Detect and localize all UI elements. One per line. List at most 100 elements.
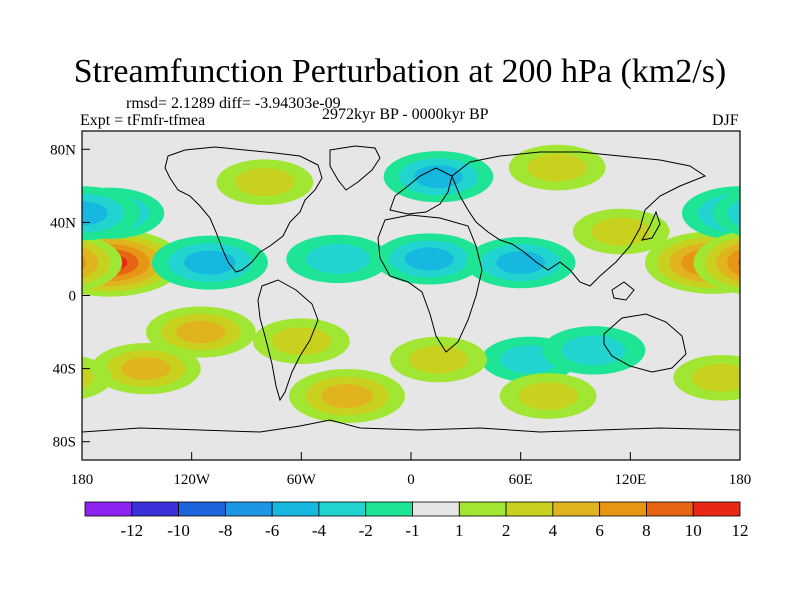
colorbar-swatch <box>365 501 413 517</box>
coast-south-america <box>257 279 319 402</box>
period-label: 2972kyr BP - 0000kyr BP <box>322 106 489 123</box>
colorbar-label: -6 <box>265 521 279 540</box>
colorbar: -12 -10 -8 -6 -4 -2 -1 1 2 4 6 8 10 12 <box>84 501 749 540</box>
colorbar-swatch <box>131 501 179 517</box>
colorbar-label: -8 <box>218 521 232 540</box>
y-tick-label: 0 <box>69 289 77 305</box>
anomaly-contour <box>121 357 171 381</box>
anomaly-cell <box>374 233 485 285</box>
colorbar-label: 1 <box>455 521 464 540</box>
coast-greenland <box>329 145 381 191</box>
anomaly-contour <box>743 202 792 225</box>
anomaly-cell <box>572 208 670 255</box>
colorbar-label: -10 <box>167 521 190 540</box>
anomaly-contour <box>82 247 99 279</box>
anomaly-contour <box>727 249 740 277</box>
coast-antarctica <box>82 419 740 433</box>
anomaly-contour <box>321 384 373 409</box>
colorbar-swatch <box>646 501 694 517</box>
colorbar-swatch <box>505 501 554 517</box>
x-tick-label: 180 <box>729 472 752 488</box>
anomaly-contour <box>750 254 786 270</box>
coast-australia <box>603 313 687 373</box>
colorbar-swatch <box>271 501 320 517</box>
anomaly-contour <box>738 257 740 268</box>
anomaly-contour <box>691 363 740 392</box>
x-tick-label: 0 <box>407 472 415 488</box>
colorbar-label: -2 <box>359 521 373 540</box>
anomaly-contour <box>82 201 108 226</box>
coast-africa <box>377 214 483 353</box>
colorbar-label: 10 <box>685 521 702 540</box>
anomaly-cell <box>673 354 740 401</box>
x-tick-label: 180 <box>71 472 94 488</box>
y-tick-label: 40N <box>50 215 76 231</box>
anomaly-cell <box>289 369 406 424</box>
experiment-label: Expt = tFmfr-tfmea <box>80 112 206 129</box>
colorbar-label: 12 <box>732 521 749 540</box>
anomaly-contour <box>408 345 469 374</box>
anomaly-cell <box>146 306 256 358</box>
colorbar-swatch <box>692 501 741 517</box>
anomaly-contour <box>518 382 578 411</box>
colorbar-swatch <box>599 501 647 517</box>
anomaly-contour <box>496 251 546 274</box>
anomaly-contour <box>712 191 740 236</box>
colorbar-swatch <box>552 501 601 517</box>
colorbar-swatch <box>412 501 460 517</box>
anomaly-cell <box>508 144 606 191</box>
anomaly-cell <box>151 235 268 290</box>
colorbar-label: 4 <box>549 521 558 540</box>
anomaly-contour <box>184 250 236 275</box>
colorbar-label: 2 <box>502 521 511 540</box>
coast-asia <box>451 151 707 287</box>
colorbar-swatch <box>318 501 367 517</box>
colorbar-swatch <box>458 501 507 517</box>
anomaly-contour <box>591 217 651 246</box>
colorbar-label: -1 <box>405 521 419 540</box>
anomaly-contour <box>82 356 113 399</box>
anomaly-cell <box>383 151 494 203</box>
anomaly-cell <box>499 373 597 419</box>
anomaly-contour <box>234 168 295 197</box>
colorbar-label: 8 <box>642 521 651 540</box>
colorbar-label: 6 <box>595 521 604 540</box>
coast-north-america <box>164 146 323 273</box>
anomaly-contour <box>82 255 86 270</box>
x-tick-label: 120E <box>614 472 646 488</box>
anomaly-contour <box>176 320 226 344</box>
anomaly-field <box>35 144 792 424</box>
anomaly-contour <box>35 254 74 272</box>
chart-title: Streamfunction Perturbation at 200 hPa (… <box>73 53 727 90</box>
x-axis: 180 120W 60W 0 60E 120E 180 <box>71 452 752 488</box>
coast-japan <box>641 210 661 241</box>
anomaly-cell <box>91 343 201 395</box>
anomaly-contour <box>306 244 370 274</box>
coast-maritime-continent <box>611 281 635 301</box>
anomaly-cell <box>465 237 576 289</box>
colorbar-swatch <box>224 501 273 517</box>
coastlines <box>82 145 740 433</box>
anomaly-contour <box>82 366 94 389</box>
anomaly-contour <box>404 247 454 271</box>
anomaly-contour <box>527 153 588 182</box>
anomaly-cell <box>390 336 487 383</box>
anomaly-cell <box>542 326 646 375</box>
y-tick-label: 80N <box>50 142 76 158</box>
y-tick-label: 80S <box>53 435 76 451</box>
x-tick-label: 60W <box>287 472 317 488</box>
anomaly-contour <box>727 199 740 227</box>
x-tick-label: 60E <box>509 472 533 488</box>
y-tick-label: 40S <box>53 362 76 378</box>
x-tick-label: 120W <box>173 472 211 488</box>
colorbar-swatch <box>84 501 133 517</box>
colorbar-label: -12 <box>120 521 143 540</box>
colorbar-label: -4 <box>312 521 327 540</box>
colorbar-swatch <box>178 501 226 517</box>
anomaly-cell <box>252 318 350 364</box>
rmsd-stats: rmsd= 2.1289 diff= -3.94303e-09 <box>126 95 341 112</box>
anomaly-contour <box>271 327 332 356</box>
anomaly-contour <box>561 335 626 366</box>
anomaly-cell <box>216 159 314 205</box>
anomaly-cell <box>286 234 390 284</box>
